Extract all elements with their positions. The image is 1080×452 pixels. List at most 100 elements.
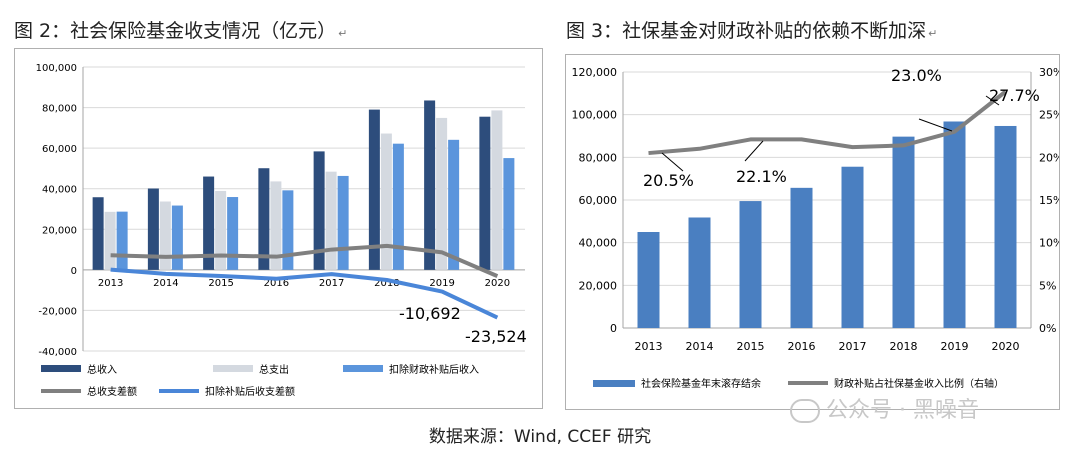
bar [171, 205, 183, 270]
y2-tick-label: 15% [1039, 194, 1059, 207]
x-tick-label: 2013 [635, 340, 663, 353]
x-tick-label: 2020 [992, 340, 1020, 353]
x-tick-label: 2017 [319, 278, 344, 289]
leader-line [661, 152, 684, 172]
x-tick-label: 2019 [429, 278, 454, 289]
bar [392, 143, 404, 270]
x-tick-label: 2018 [374, 278, 399, 289]
x-tick-label: 2014 [153, 278, 178, 289]
series-line [110, 267, 499, 320]
y-tick-label: 80,000 [579, 151, 618, 164]
bar [994, 125, 1017, 329]
bar [491, 110, 503, 270]
y-tick-label: 80,000 [42, 104, 77, 115]
leader-line [985, 95, 1000, 106]
x-tick-label: 2014 [686, 340, 714, 353]
legend-swatch [343, 365, 383, 372]
y-tick-label: 40,000 [579, 237, 618, 250]
x-tick-label: 2017 [839, 340, 867, 353]
bar [325, 171, 337, 270]
data-label: 22.1% [736, 167, 787, 186]
x-tick-label: 2019 [941, 340, 969, 353]
bar [503, 158, 515, 270]
bar [159, 201, 171, 270]
bar [337, 175, 349, 270]
right-chart-frame: 120,000 100,000 80,000 60,000 40,000 20,000 0 3… [565, 54, 1060, 410]
y-tick-label: 100,000 [572, 109, 618, 122]
y2-tick-label: 5% [1039, 279, 1056, 292]
bar [424, 100, 436, 270]
legend-label: 扣除补贴后收支差额 [205, 385, 295, 398]
y-tick-label: -20,000 [38, 306, 77, 317]
bar [313, 151, 325, 270]
data-label: 27.7% [989, 86, 1040, 105]
y-tick-label: 100,000 [36, 63, 77, 74]
bar [215, 190, 227, 270]
legend-label: 总支出 [259, 363, 289, 376]
legend-swatch [593, 380, 635, 387]
bar [380, 133, 392, 270]
y2-tick-label: 20% [1039, 151, 1059, 164]
y-tick-label: 40,000 [42, 185, 77, 196]
legend-label: 总收入 [87, 363, 117, 376]
series-line [110, 243, 499, 278]
y-tick-label: 60,000 [579, 194, 618, 207]
x-tick-label: 2015 [737, 340, 765, 353]
bar [104, 211, 116, 270]
left-chart-title: 图 2：社会保险基金收支情况（亿元） ↵ [14, 20, 348, 42]
leader-line [918, 118, 953, 132]
y2-tick-label: 10% [1039, 237, 1059, 250]
left-chart: 100,000 80,000 60,000 40,000 20,000 0 -20,000 -… [36, 63, 527, 398]
x-tick-label: 2018 [890, 340, 918, 353]
bar [92, 197, 104, 270]
bar [147, 188, 159, 270]
y-tick-label: 0 [610, 322, 617, 335]
legend-label: 财政补贴占社保基金收入比例（右轴） [834, 377, 1004, 390]
x-tick-label: 2015 [208, 278, 233, 289]
watermark: 公众号 · 黑噪音 [790, 392, 979, 424]
bar [892, 136, 915, 328]
bar [841, 166, 864, 328]
bar [790, 187, 813, 328]
bar [258, 168, 270, 270]
leader-line [744, 140, 764, 162]
right-chart-title: 图 3：社保基金对财政补贴的依赖不断加深 ↵ [566, 20, 938, 42]
y-tick-label: 120,000 [572, 66, 618, 79]
source-note: 数据来源：Wind, CCEF 研究 [428, 427, 652, 447]
x-tick-label: 2016 [264, 278, 289, 289]
y2-tick-label: 25% [1039, 109, 1059, 122]
bar [282, 190, 294, 270]
bar [270, 181, 282, 270]
y-tick-label: 0 [71, 266, 77, 277]
bar [637, 232, 660, 328]
x-tick-label: 2020 [485, 278, 510, 289]
bar [203, 176, 215, 270]
series-line [648, 90, 1007, 156]
data-label: 20.5% [643, 171, 694, 190]
bar [688, 217, 711, 328]
bar [479, 116, 491, 270]
legend-label: 总收支差额 [87, 385, 137, 398]
legend-swatch [213, 365, 253, 372]
bar [739, 201, 762, 328]
bar [448, 139, 460, 270]
y-tick-label: 20,000 [579, 279, 618, 292]
legend-label: 扣除财政补贴后收入 [389, 363, 479, 376]
bar [116, 211, 128, 270]
bar [227, 197, 239, 270]
bar [943, 121, 966, 328]
y-tick-label: 60,000 [42, 144, 77, 155]
legend-swatch [41, 365, 81, 372]
y-tick-label: 20,000 [42, 225, 77, 236]
legend-label: 社会保险基金年末滚存结余 [641, 377, 761, 390]
x-tick-label: 2016 [788, 340, 816, 353]
y2-tick-label: 0% [1039, 322, 1056, 335]
left-chart-frame: 100,000 80,000 60,000 40,000 20,000 0 -20,000 -… [14, 48, 543, 409]
y-tick-label: -40,000 [38, 347, 77, 358]
data-label: 23.0% [891, 66, 942, 85]
x-tick-label: 2013 [98, 278, 123, 289]
right-chart: 120,000 100,000 80,000 60,000 40,000 20,000 0 3… [572, 66, 1060, 390]
wechat-icon [790, 399, 820, 423]
bar [436, 117, 448, 270]
y2-tick-label: 30% [1039, 66, 1059, 79]
